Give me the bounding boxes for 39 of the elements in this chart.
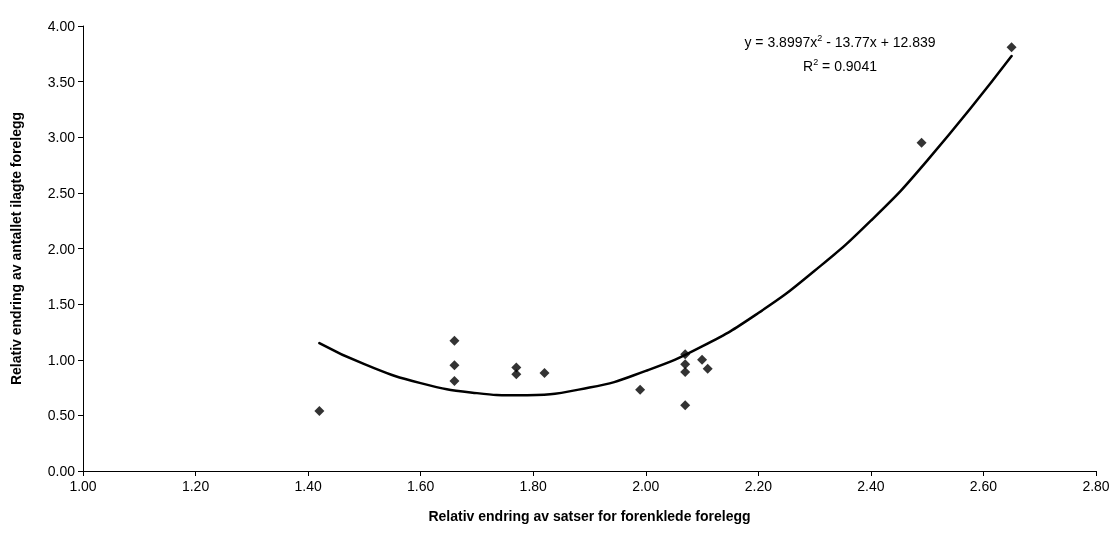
x-tick-label: 1.00: [69, 478, 97, 494]
x-tick-label: 1.80: [519, 478, 548, 494]
x-axis-title: Relativ endring av satser for forenklede forelegg: [428, 508, 751, 524]
y-tick-label: 3.00: [47, 129, 76, 146]
y-axis-title: Relativ endring av antallet ilagte forelegg: [8, 111, 24, 386]
x-tick-label: 2.80: [1082, 478, 1110, 494]
y-tick-label: 0.00: [47, 463, 76, 479]
y-tick-label: 1.50: [47, 296, 76, 313]
point: [449, 375, 460, 386]
y-tick-label: 3.50: [47, 73, 76, 90]
x-tick-label: 2.00: [632, 478, 660, 494]
x-tick-label: 2.40: [857, 478, 885, 494]
annotation: y = 3.8997x$^{2}$ - 13.77x + 12.839: [743, 32, 937, 52]
y-tick-label: 2.50: [47, 184, 76, 201]
x-tick-label: 1.60: [407, 478, 435, 494]
y-tick-label: 2.00: [47, 240, 76, 257]
y-tick-label: 1.00: [47, 351, 76, 368]
point: [539, 368, 550, 379]
annotation: R$^{2}$ = 0.9041: [802, 55, 878, 76]
point: [680, 349, 691, 360]
y-tick-label: 4.00: [47, 18, 76, 34]
point: [511, 369, 522, 380]
x-tick-label: 2.20: [744, 478, 773, 494]
y-tick-label: 0.50: [47, 407, 76, 424]
point: [680, 400, 691, 411]
x-tick-label: 1.40: [294, 478, 322, 494]
point: [680, 359, 691, 370]
point: [449, 335, 460, 346]
point: [680, 366, 691, 377]
point: [314, 405, 325, 416]
point: [449, 360, 460, 371]
point: [702, 363, 713, 374]
point: [916, 137, 927, 148]
x-tick-label: 2.60: [969, 478, 998, 494]
x-tick-label: 1.20: [181, 478, 210, 494]
point: [635, 384, 646, 395]
line-series: [318, 54, 1013, 397]
point: [1006, 42, 1017, 53]
point: [697, 354, 708, 365]
